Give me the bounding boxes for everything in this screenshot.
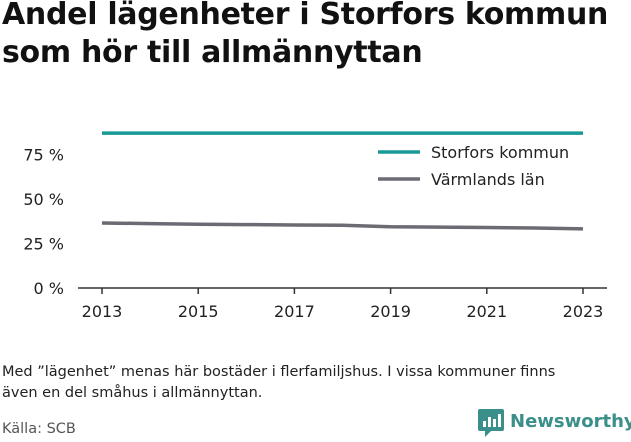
x-tick-label: 2017 xyxy=(274,302,315,321)
line-chart: 0 % 25 % 50 % 75 % 2013 2015 2017 2019 2021 2023 S… xyxy=(23,131,607,321)
x-tick-label: 2015 xyxy=(178,302,219,321)
legend-label-1: Värmlands län xyxy=(431,170,545,189)
chart-title: Andel lägenheter i Storfors kommun som h… xyxy=(2,0,627,72)
chart-title-line-2: som hör till allmännyttan xyxy=(2,35,423,70)
y-tick-label: 50 % xyxy=(23,190,64,209)
x-tick-label: 2021 xyxy=(466,302,507,321)
chart-title-line-1: Andel lägenheter i Storfors kommun xyxy=(2,0,609,32)
newsworthy-logo-icon xyxy=(478,409,504,437)
x-tick-label: 2019 xyxy=(370,302,411,321)
series-line-1 xyxy=(101,221,584,231)
newsworthy-brand-name: Newsworthy xyxy=(510,411,631,432)
y-tick-label: 75 % xyxy=(23,146,64,165)
footnote: Med ”lägenhet” menas här bostäder i fler… xyxy=(2,362,622,404)
x-tick-label: 2023 xyxy=(563,302,604,321)
newsworthy-brand[interactable]: Newsworthy xyxy=(477,408,631,439)
legend-label-0: Storfors kommun xyxy=(431,143,569,162)
y-tick-label: 0 % xyxy=(34,279,64,298)
footnote-line-1: Med ”lägenhet” menas här bostäder i fler… xyxy=(2,364,556,380)
y-tick-label: 25 % xyxy=(23,235,64,254)
footnote-line-2: även en del småhus i allmännyttan. xyxy=(2,385,263,401)
source-label: Källa: SCB xyxy=(2,421,76,437)
x-tick-label: 2013 xyxy=(82,302,123,321)
legend-box xyxy=(372,137,590,197)
